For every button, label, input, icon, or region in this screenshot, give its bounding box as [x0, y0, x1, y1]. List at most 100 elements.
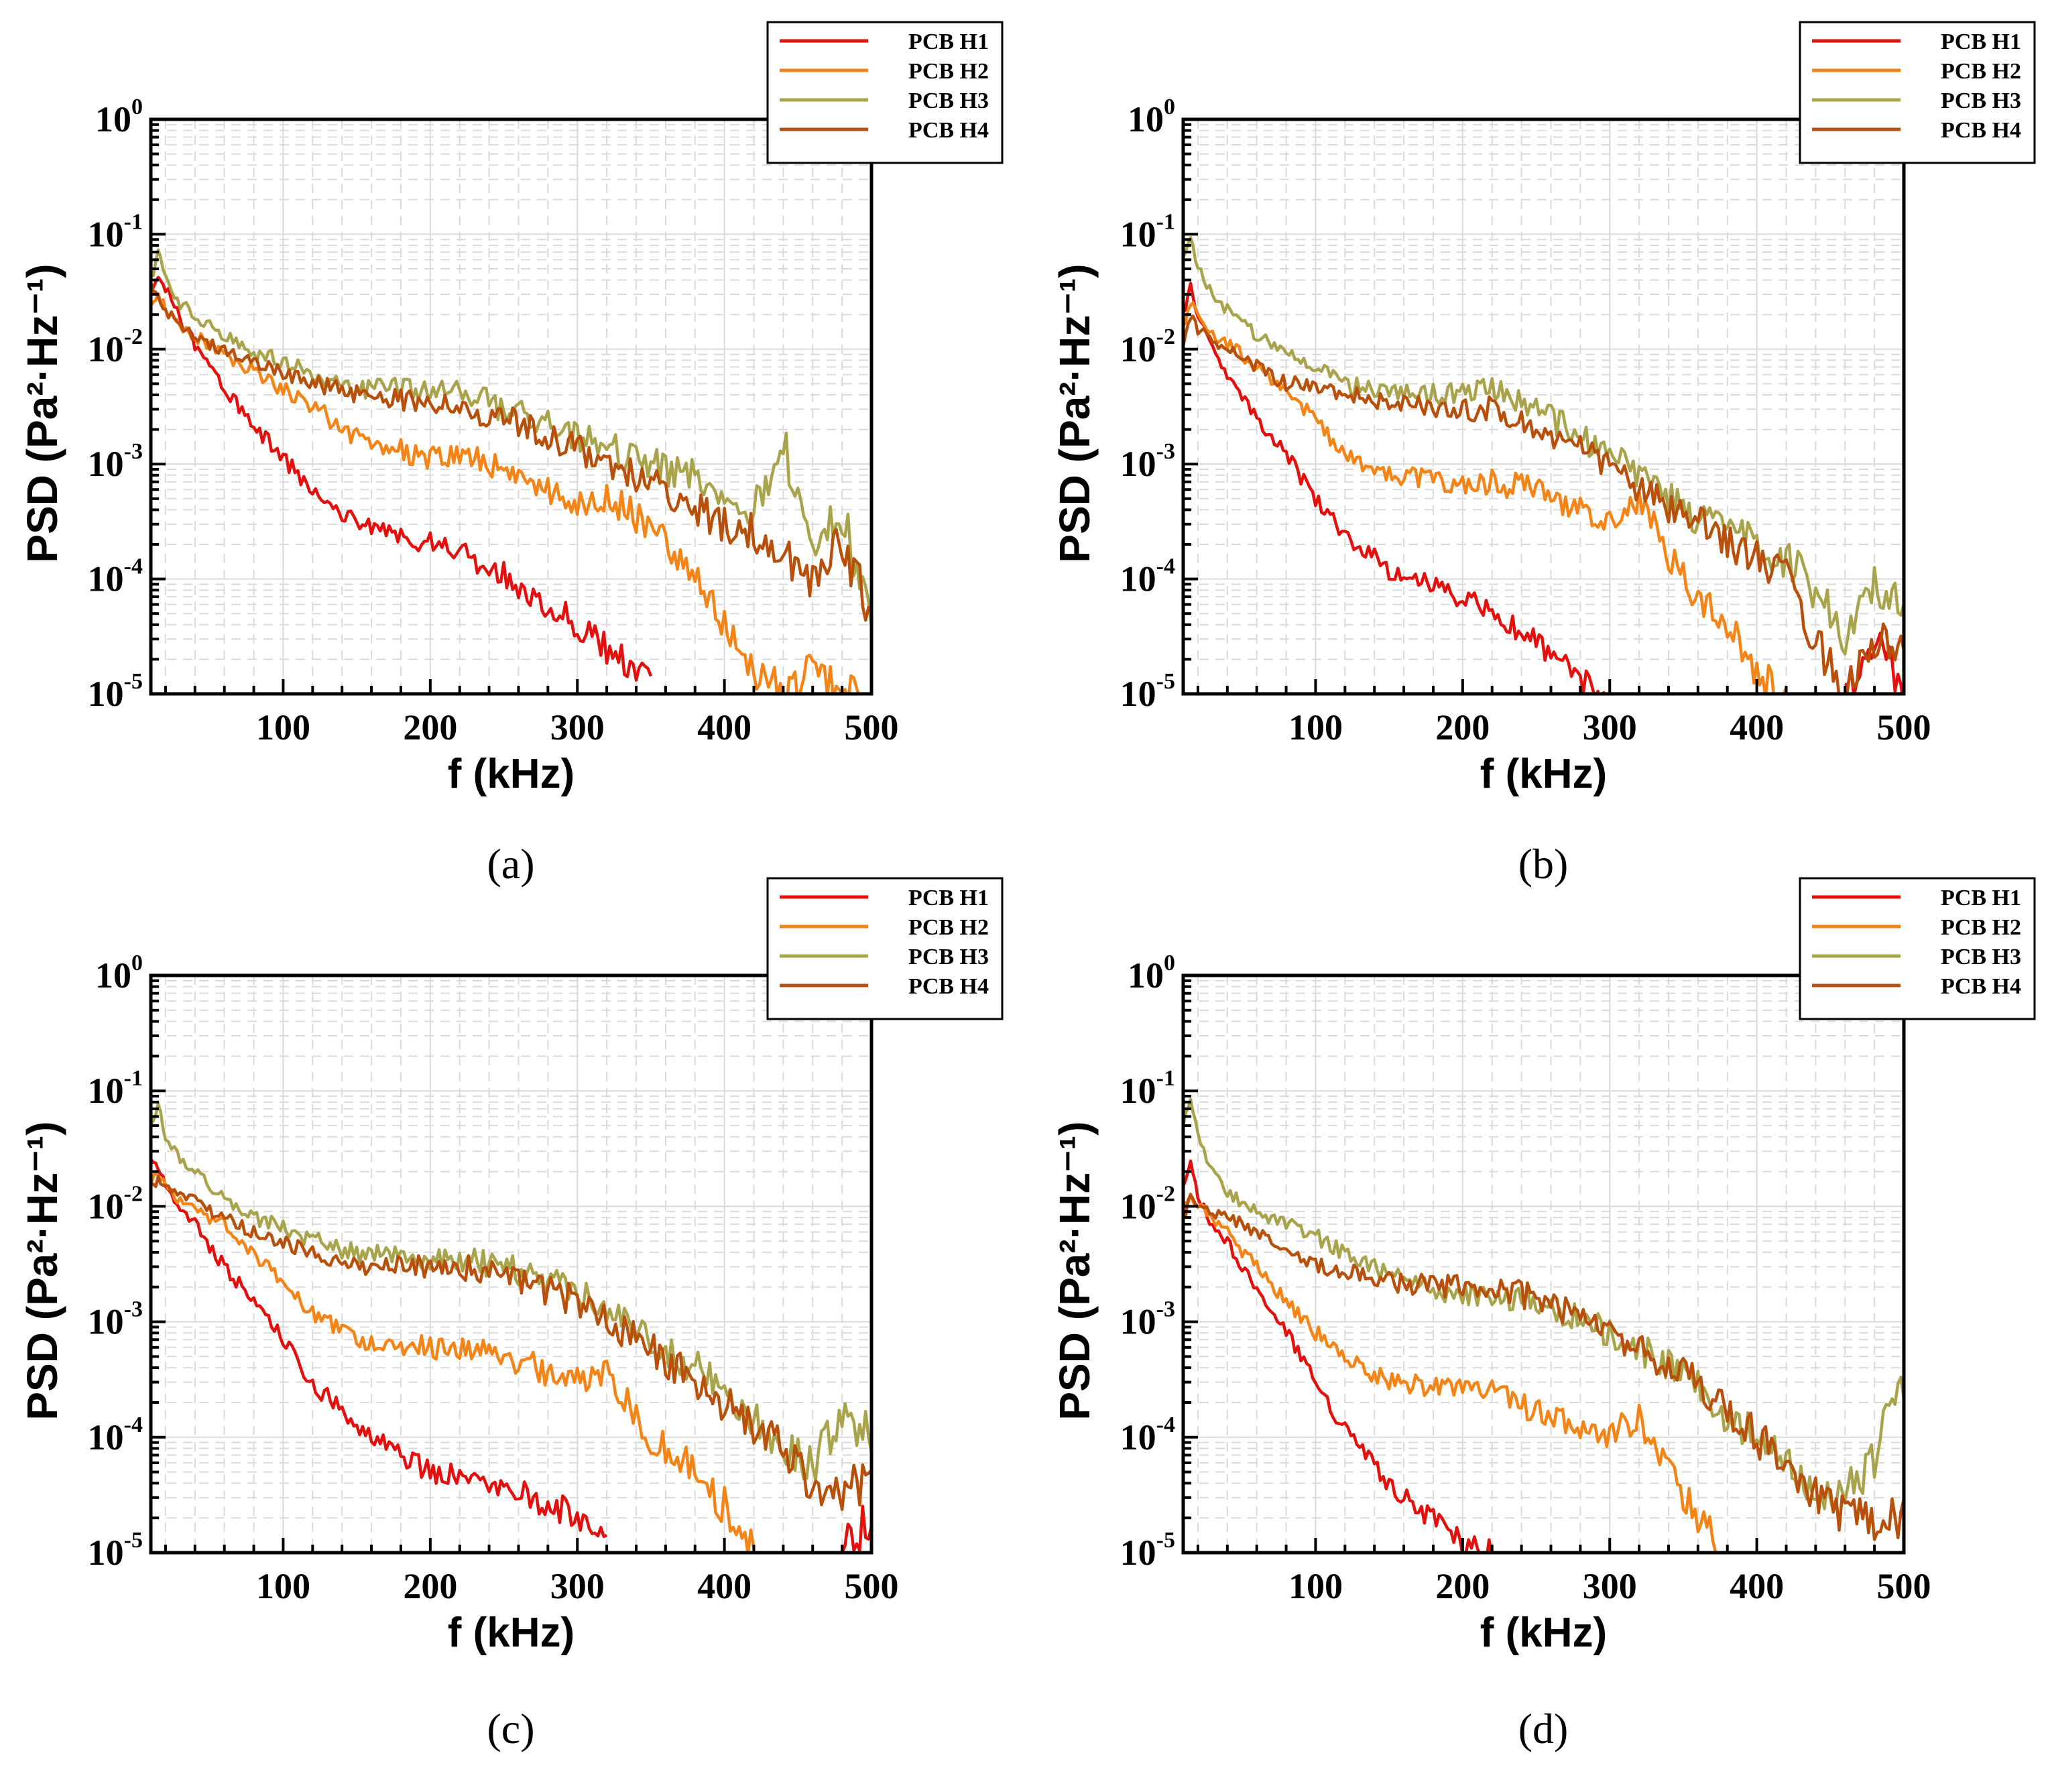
y-tick-label: 10-3 [88, 439, 143, 484]
grid [151, 119, 871, 694]
chart-panel-1: 100 200 300 400 500 10-5 10-4 10-3 10-2 10-1 100 f … [18, 21, 1004, 888]
legend-label: PCB H3 [908, 945, 989, 969]
y-tick-label: 100 [1128, 95, 1175, 139]
x-tick-label: 100 [1288, 1566, 1343, 1606]
plot-frame [1181, 973, 1906, 1555]
y-tick-label: 10-3 [1120, 1297, 1175, 1342]
y-axis-label: PSD (Pa²·Hz⁻¹) [18, 263, 66, 562]
x-axis-label: f (kHz) [1480, 751, 1607, 797]
chart-panel-4: 100 200 300 400 500 10-5 10-4 10-3 10-2 10-1 100 f … [1050, 877, 2036, 1752]
legend: PCB H1 PCB H2 PCB H3 PCB H4 [766, 877, 1004, 1020]
legend-label: PCB H2 [1941, 59, 2021, 84]
legend-label: PCB H2 [908, 915, 989, 940]
x-axis-label: f (kHz) [448, 751, 575, 797]
x-tick-label: 500 [845, 707, 899, 748]
y-tick-label: 10-1 [88, 209, 143, 254]
y-tick-label: 10-1 [1120, 1066, 1175, 1111]
y-axis-label: PSD (Pa²·Hz⁻¹) [1050, 1121, 1099, 1420]
y-tick-label: 10-3 [88, 1297, 143, 1342]
legend-label: PCB H1 [1941, 886, 2021, 910]
x-tick-label: 500 [1877, 1566, 1931, 1606]
y-tick-label: 100 [95, 951, 143, 996]
legend-label: PCB H3 [908, 88, 989, 113]
series-group [151, 1102, 871, 1553]
y-tick-label: 10-1 [1120, 209, 1175, 254]
series-line-pcb-h1 [1183, 1159, 1493, 1553]
x-axis-label: f (kHz) [448, 1610, 575, 1656]
y-tick-label: 10-2 [88, 1181, 143, 1226]
series-group [1183, 236, 1904, 694]
chart-panel-2: 100 200 300 400 500 10-5 10-4 10-3 10-2 10-1 100 f … [1050, 21, 2036, 888]
series-line-pcb-h3 [151, 1102, 871, 1482]
y-tick-label: 10-2 [1120, 1181, 1175, 1226]
legend-label: PCB H4 [1941, 118, 2021, 143]
axis-ticks [151, 979, 844, 1553]
x-tick-label: 200 [403, 707, 457, 748]
x-tick-label: 200 [1435, 707, 1490, 748]
series-group [1183, 1097, 1904, 1553]
axis-ticks [1183, 123, 1876, 694]
x-tick-label: 300 [550, 1566, 605, 1606]
y-tick-label: 10-4 [88, 1413, 143, 1457]
series-line-pcb-h2 [151, 292, 860, 694]
legend-box [1799, 21, 2036, 164]
y-tick-label: 10-2 [1120, 324, 1175, 369]
x-tick-label: 300 [1583, 1566, 1637, 1606]
chart-panel-3: 100 200 300 400 500 10-5 10-4 10-3 10-2 10-1 100 f … [18, 877, 1004, 1752]
y-tick-label: 10-5 [1120, 1528, 1175, 1573]
panel-caption: (c) [487, 1705, 534, 1752]
y-tick-label: 100 [1128, 951, 1175, 996]
legend-label: PCB H4 [1941, 974, 2021, 999]
legend-box [766, 21, 1004, 164]
x-tick-label: 500 [1877, 707, 1931, 748]
x-tick-label: 200 [403, 1566, 457, 1606]
legend: PCB H1 PCB H2 PCB H3 PCB H4 [766, 21, 1004, 164]
series-line-pcb-h2 [1183, 301, 1788, 694]
series-line-pcb-h2 [151, 1169, 756, 1553]
legend-box [766, 877, 1004, 1020]
series-line-pcb-h4 [151, 1175, 871, 1511]
series-line-pcb-h4 [151, 282, 871, 622]
legend-label: PCB H1 [1941, 29, 2021, 54]
series-line-pcb-h1 [151, 276, 653, 682]
series-line-pcb-h4 [1183, 314, 1904, 694]
panel-caption: (b) [1518, 840, 1569, 888]
x-tick-label: 200 [1435, 1566, 1490, 1606]
legend-label: PCB H3 [1941, 945, 2021, 969]
grid [1183, 975, 1904, 1553]
x-tick-label: 400 [1730, 1566, 1784, 1606]
legend-label: PCB H2 [908, 59, 989, 84]
y-tick-label: 10-5 [88, 1528, 143, 1573]
x-tick-label: 400 [697, 1566, 751, 1606]
legend: PCB H1 PCB H2 PCB H3 PCB H4 [1799, 877, 2036, 1020]
series-group [151, 248, 871, 694]
y-tick-label: 10-4 [88, 554, 143, 599]
panel-caption: (a) [487, 840, 534, 888]
series-line-pcb-h4 [1183, 1193, 1904, 1541]
y-tick-label: 10-4 [1120, 554, 1175, 599]
y-tick-label: 10-4 [1120, 1413, 1175, 1457]
grid [1183, 119, 1904, 694]
legend: PCB H1 PCB H2 PCB H3 PCB H4 [1799, 21, 2036, 164]
axis-ticks [1183, 979, 1876, 1553]
series-line-pcb-h2 [1183, 1192, 1726, 1553]
x-tick-label: 100 [256, 1566, 310, 1606]
x-tick-label: 100 [1288, 707, 1343, 748]
axis-ticks [151, 123, 844, 694]
x-tick-label: 400 [1730, 707, 1784, 748]
legend-label: PCB H2 [1941, 915, 2021, 940]
y-axis-label: PSD (Pa²·Hz⁻¹) [1050, 263, 1099, 562]
plot-frame [149, 117, 874, 696]
x-tick-label: 500 [845, 1566, 899, 1606]
y-tick-label: 10-5 [1120, 669, 1175, 714]
legend-label: PCB H4 [908, 118, 989, 143]
x-tick-label: 300 [550, 707, 605, 748]
legend-label: PCB H1 [908, 29, 989, 54]
legend-label: PCB H4 [908, 974, 989, 999]
grid [151, 975, 871, 1553]
x-tick-label: 300 [1583, 707, 1637, 748]
y-tick-label: 10-5 [88, 669, 143, 714]
series-line-pcb-h3 [1183, 236, 1904, 656]
y-axis-label: PSD (Pa²·Hz⁻¹) [18, 1121, 66, 1420]
